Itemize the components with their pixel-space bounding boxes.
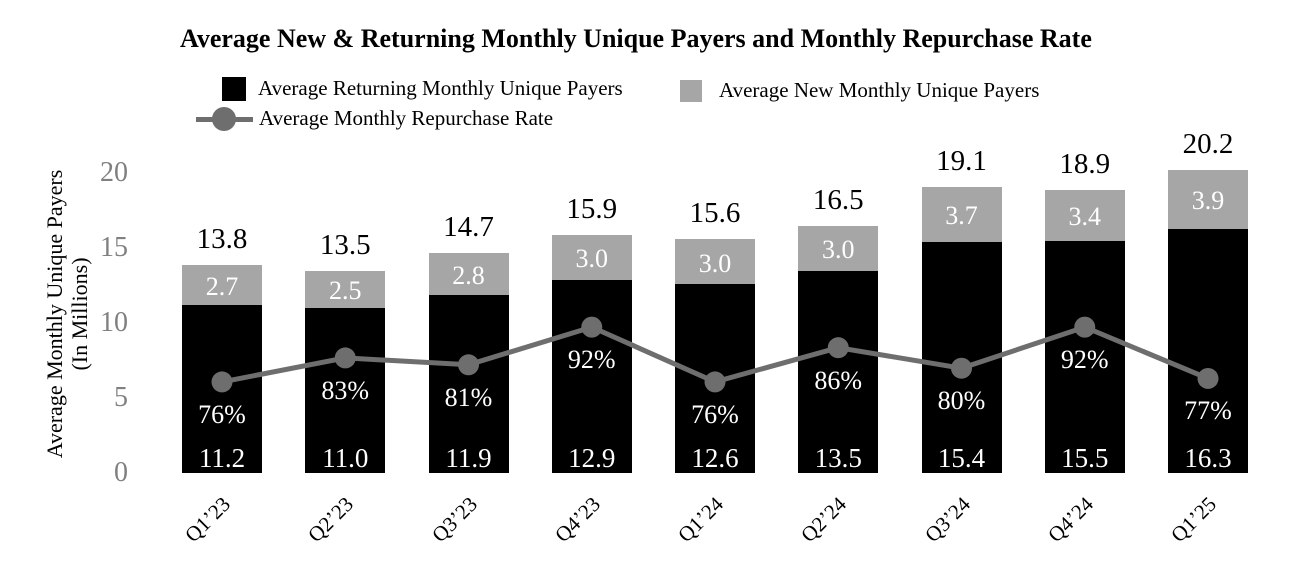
returning-segment-value-label: 13.5 bbox=[814, 443, 862, 473]
bar-new-segment bbox=[675, 239, 755, 284]
rate-value-label: 76% bbox=[198, 399, 246, 429]
returning-segment-value-label: 11.0 bbox=[322, 443, 369, 473]
bar-new-segment bbox=[798, 225, 879, 271]
returning-payers-swatch-icon bbox=[222, 76, 246, 101]
new-segment-value-label: 2.7 bbox=[205, 271, 239, 301]
returning-segment-value-label: 12.9 bbox=[568, 443, 616, 473]
y-tick-label: 5 bbox=[114, 382, 128, 413]
chart-title: Average New & Returning Monthly Unique P… bbox=[180, 24, 1092, 53]
bar-new-segment bbox=[921, 186, 1002, 242]
y-tick-label: 15 bbox=[100, 232, 128, 263]
bar-new-segment bbox=[182, 264, 262, 305]
legend-label-new-payers: Average New Monthly Unique Payers bbox=[719, 78, 1040, 102]
returning-segment-value-label: 12.6 bbox=[691, 443, 739, 473]
new-payers-swatch-icon bbox=[680, 79, 702, 102]
bar-returning-segment bbox=[921, 242, 1002, 473]
returning-segment-value-label: 11.2 bbox=[198, 443, 246, 473]
bar-total-label: 14.7 bbox=[443, 210, 494, 243]
rate-value-label: 76% bbox=[691, 399, 739, 429]
x-category-label: Q1’23 bbox=[180, 492, 235, 547]
new-segment-value-label: 2.8 bbox=[452, 260, 485, 290]
rate-value-label: 80% bbox=[937, 386, 986, 416]
rate-value-label: 92% bbox=[1060, 345, 1109, 375]
returning-segment-value-label: 15.5 bbox=[1061, 443, 1109, 473]
bar-new-segment bbox=[1168, 170, 1248, 229]
bar-new-segment bbox=[1044, 189, 1125, 241]
repurchase-rate-line-dot-icon bbox=[196, 106, 253, 131]
bar-new-segment bbox=[551, 234, 632, 280]
y-tick-label: 20 bbox=[100, 157, 128, 188]
new-segment-value-label: 3.0 bbox=[575, 244, 609, 273]
new-segment-value-label: 3.0 bbox=[698, 248, 732, 278]
bar-total-label: 15.9 bbox=[566, 192, 618, 225]
legend-item-new-payers: Average New Monthly Unique Payers bbox=[680, 78, 1039, 103]
rate-value-label: 81% bbox=[444, 382, 493, 412]
bar-total-label: 15.6 bbox=[689, 197, 741, 229]
bar-new-segment bbox=[428, 252, 509, 295]
bar-total-label: 20.2 bbox=[1182, 128, 1234, 160]
rate-value-label: 92% bbox=[567, 345, 616, 375]
new-segment-value-label: 2.5 bbox=[329, 276, 362, 306]
bar-total-label: 19.1 bbox=[936, 144, 987, 177]
rate-value-label: 86% bbox=[814, 365, 863, 395]
new-segment-value-label: 3.9 bbox=[1191, 186, 1225, 216]
returning-segment-value-label: 16.3 bbox=[1184, 443, 1232, 473]
bar-total-label: 18.9 bbox=[1059, 147, 1111, 180]
bar-total-label: 13.8 bbox=[196, 222, 248, 255]
legend-item-repurchase-rate: Average Monthly Repurchase Rate bbox=[196, 106, 553, 131]
bar-new-segment bbox=[305, 270, 386, 308]
new-segment-value-label: 3.4 bbox=[1068, 202, 1102, 231]
rate-value-label: 83% bbox=[321, 375, 370, 405]
rate-value-label: 77% bbox=[1184, 396, 1232, 426]
legend-item-returning-payers: Average Returning Monthly Unique Payers bbox=[222, 76, 623, 101]
legend-label-repurchase-rate: Average Monthly Repurchase Rate bbox=[259, 106, 554, 130]
y-axis-title-line1: Average Monthly Unique Payers bbox=[42, 169, 67, 459]
returning-segment-value-label: 11.9 bbox=[445, 443, 492, 473]
y-tick-label: 0 bbox=[114, 457, 128, 488]
bar-total-label: 16.5 bbox=[812, 183, 864, 216]
returning-segment-value-label: 15.4 bbox=[937, 443, 986, 473]
legend-label-returning-payers: Average Returning Monthly Unique Payers bbox=[258, 76, 623, 100]
y-tick-label: 10 bbox=[100, 307, 128, 338]
bar-total-label: 13.5 bbox=[319, 228, 371, 261]
new-segment-value-label: 3.7 bbox=[945, 201, 978, 231]
new-segment-value-label: 3.0 bbox=[822, 235, 855, 264]
bar-returning-segment bbox=[1168, 228, 1248, 473]
